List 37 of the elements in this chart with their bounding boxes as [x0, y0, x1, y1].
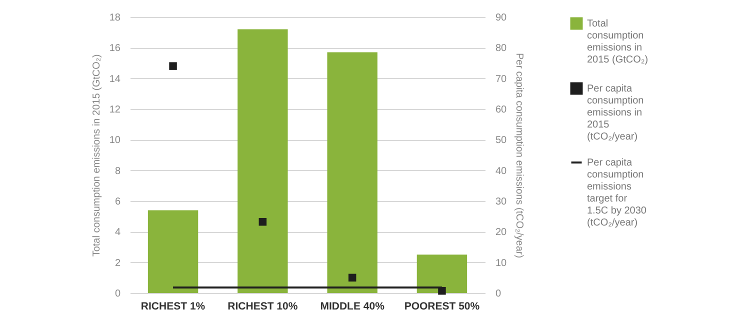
y2-tick-label: 0 [496, 288, 502, 300]
legend-label: Total consumption emissions in 2015 (GtCO₂) [587, 18, 648, 66]
point [169, 62, 177, 70]
y2-tick-label: 30 [496, 196, 508, 208]
y2-axis-title: Per capita consumption emissions (tCO₂/year) [514, 52, 525, 258]
x-tick-label: RICHEST 10% [228, 300, 298, 312]
y-tick-label: 6 [114, 196, 121, 208]
legend-label: Per capita consumption emissions in 2015 (tCO₂/year) [587, 84, 644, 142]
y2-tick-label: 80 [496, 43, 508, 54]
y2-tick-label: 40 [496, 166, 508, 177]
y-axis-title: Total consumption emissions in 2015 (GtCO₂) [91, 54, 102, 257]
point [258, 218, 267, 226]
bar [327, 52, 378, 293]
point [438, 286, 446, 295]
x-tick-label: POOREST 50% [404, 300, 480, 312]
point [348, 274, 356, 282]
y2-tick-label: 20 [496, 227, 508, 238]
y-tick-label: 16 [109, 43, 121, 54]
y-tick-label: 2 [114, 258, 121, 269]
bar [148, 210, 198, 293]
bar [416, 254, 468, 293]
y-tick-label: 14 [109, 74, 121, 85]
y2-tick-label: 90 [496, 12, 508, 24]
y2-tick-label: 10 [496, 258, 508, 269]
y-tick-label: 12 [109, 104, 121, 116]
legend-label: Per capita consumption emissions target for 1.5C by 2030 (tCO₂/year) [587, 158, 647, 228]
y-tick-label: 10 [109, 135, 121, 146]
y-tick-label: 18 [109, 12, 121, 24]
y2-tick-label: 50 [496, 135, 508, 146]
y-tick-label: 8 [114, 166, 121, 177]
y2-tick-label: 60 [496, 104, 508, 116]
x-tick-label: MIDDLE 40% [320, 300, 386, 312]
bar [238, 29, 288, 293]
y-tick-label: 0 [114, 288, 121, 300]
y-tick-label: 4 [114, 227, 121, 238]
x-tick-label: RICHEST 1% [140, 300, 206, 312]
y2-tick-label: 70 [496, 74, 508, 85]
